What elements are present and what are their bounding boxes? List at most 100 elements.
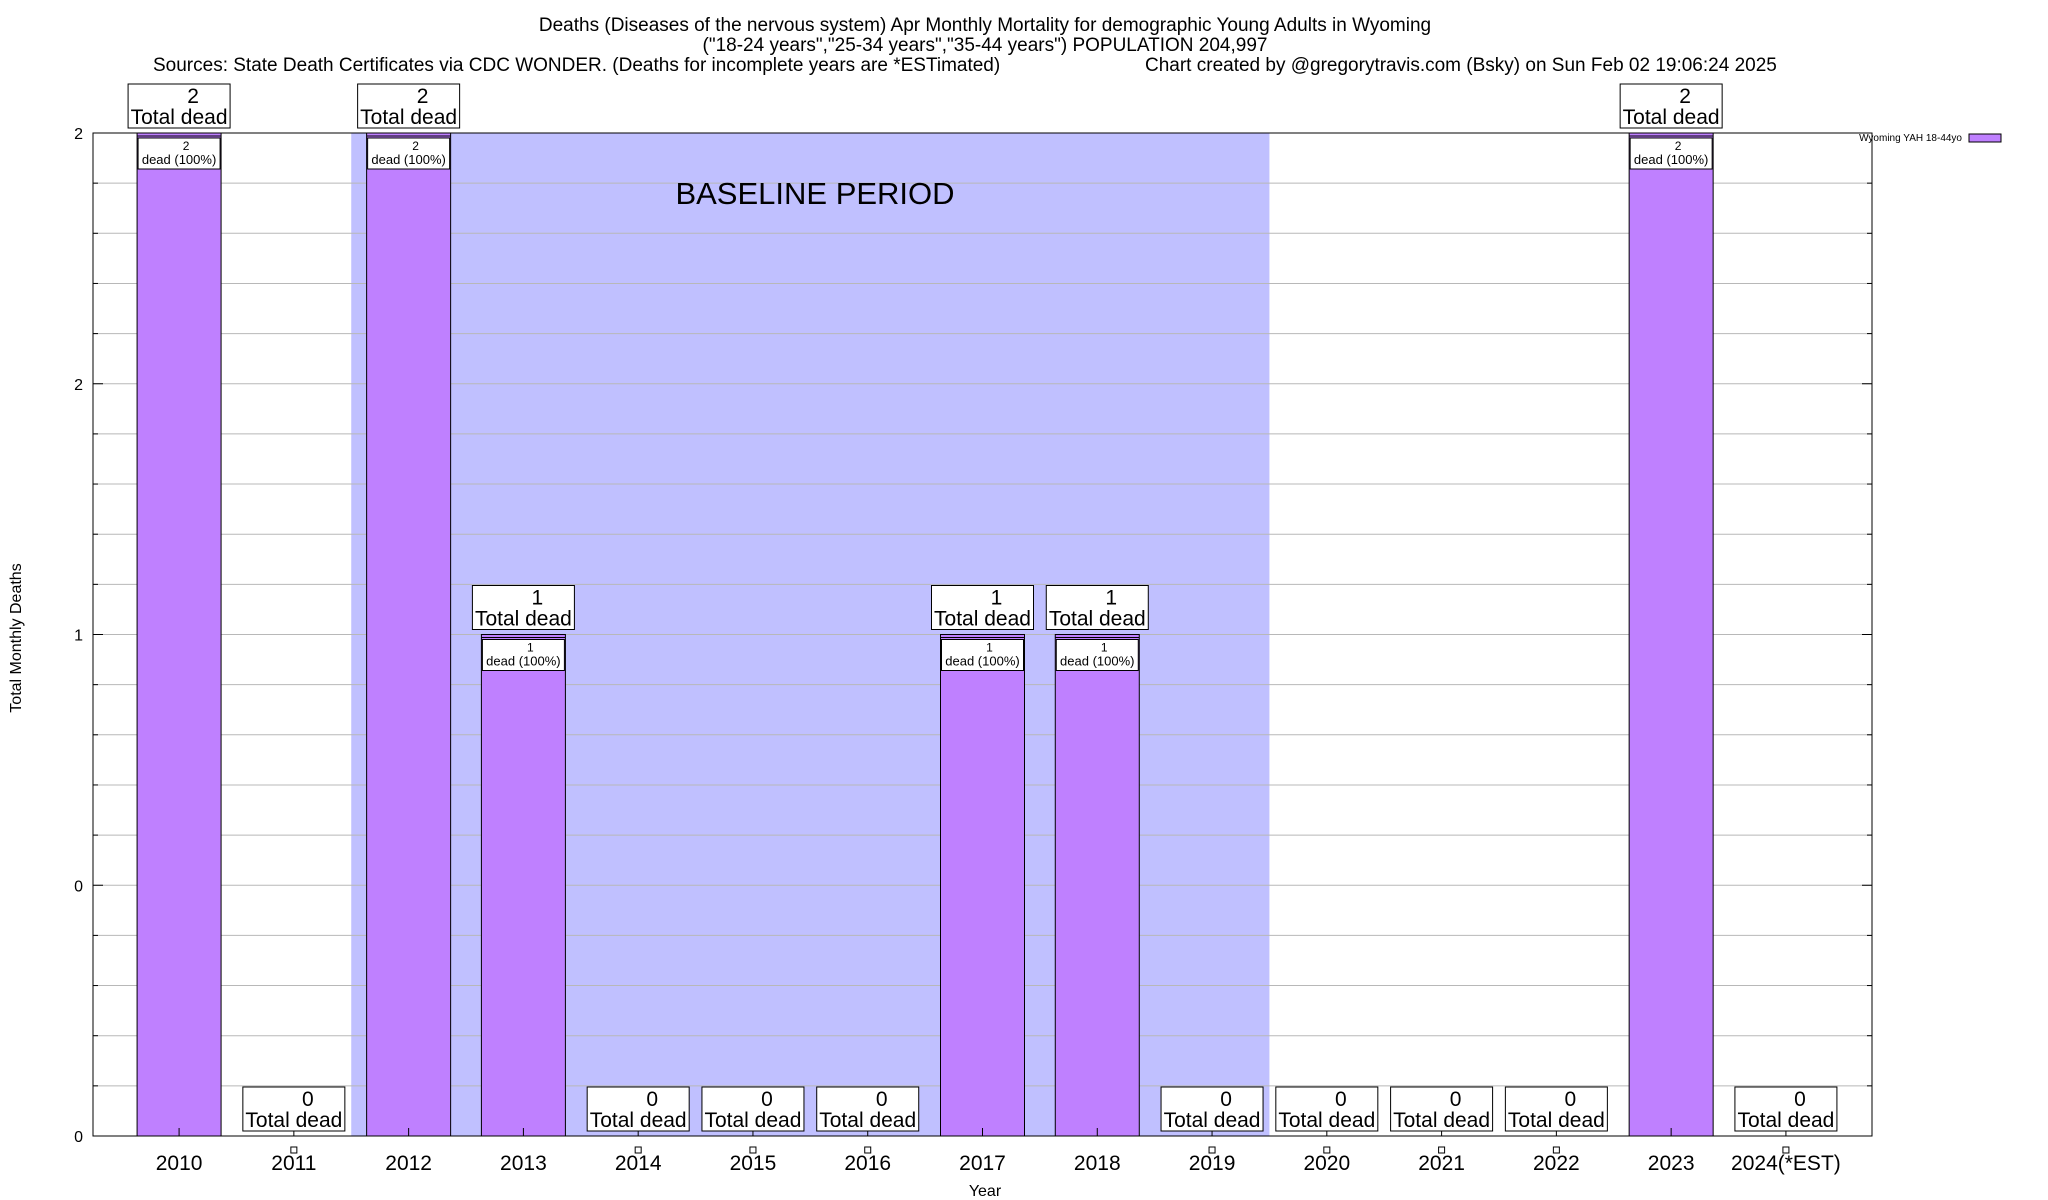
y-tick-label: 0: [74, 1129, 83, 1146]
total-value: 0: [1450, 1088, 1462, 1111]
total-label: Total dead: [1049, 608, 1146, 631]
y-tick-label: 0: [74, 878, 83, 895]
total-label: Total dead: [1737, 1109, 1834, 1132]
total-value: 1: [991, 587, 1003, 610]
total-label-box: [931, 585, 1034, 630]
y-tick-label: 2: [74, 126, 83, 143]
zero-marker: [1208, 1146, 1216, 1154]
y-axis: 0 0 1 2 2: [74, 126, 1872, 1146]
total-label: Total dead: [590, 1109, 687, 1132]
legend-label: Wyoming YAH 18-44yo: [1859, 133, 1962, 144]
total-value: 0: [646, 1088, 658, 1111]
total-value: 1: [1105, 587, 1117, 610]
total-value: 0: [1794, 1088, 1806, 1111]
total-label: Total dead: [475, 608, 572, 631]
total-label-box: [1160, 1086, 1264, 1132]
total-label: Total dead: [1164, 1109, 1261, 1132]
x-tick-label: 2013: [500, 1152, 547, 1175]
bar-inner-label-box: [481, 639, 565, 671]
bar: [366, 132, 452, 1137]
x-tick-label: 2017: [959, 1152, 1006, 1175]
bar: [940, 634, 1025, 1137]
x-tick-label: 2010: [156, 1152, 203, 1175]
total-label: Total dead: [245, 1109, 342, 1132]
total-value: 0: [1335, 1088, 1347, 1111]
zero-marker: [1438, 1146, 1446, 1154]
zero-marker: [1323, 1146, 1331, 1154]
total-value: 0: [302, 1088, 314, 1111]
total-label: Total dead: [1508, 1109, 1605, 1132]
total-label-box: [127, 83, 231, 129]
bar-inner-label-box: [1629, 137, 1713, 170]
total-label: Total dead: [1393, 1109, 1490, 1132]
x-axis: 2010 2011 2012 2013 2014 2015 2016 2017 2018 2019…: [156, 1128, 1841, 1175]
total-label: Total dead: [819, 1109, 916, 1132]
total-label: Total dead: [131, 106, 228, 129]
bar-inner-label: dead (100%): [945, 654, 1019, 669]
x-tick-label: 2024(*EST): [1731, 1152, 1841, 1175]
bar-inner-label-box: [1055, 639, 1139, 671]
total-label-box: [816, 1086, 920, 1132]
bar-inner-value: 2: [412, 139, 419, 153]
x-tick-label: 2020: [1303, 1152, 1350, 1175]
y-axis-title: Total Monthly Deaths: [8, 563, 25, 712]
x-tick-label: 2019: [1189, 1152, 1236, 1175]
credit-text: Chart created by @gregorytravis.com (Bsk…: [1145, 55, 1777, 76]
total-value: 0: [876, 1088, 888, 1111]
zero-marker: [1552, 1146, 1560, 1154]
x-tick-label: 2011: [271, 1152, 316, 1175]
bar: [136, 132, 222, 1137]
chart-title: Deaths (Diseases of the nervous system) …: [153, 15, 1777, 76]
x-tick-label: 2022: [1533, 1152, 1580, 1175]
bar: [480, 634, 566, 1137]
bars: [136, 132, 1790, 1154]
total-label: Total dead: [1278, 1109, 1375, 1132]
bar: [1628, 132, 1714, 1137]
bar-inner-label-box: [137, 137, 221, 170]
x-tick-label: 2015: [730, 1152, 777, 1175]
total-label-box: [1504, 1086, 1608, 1132]
zero-marker: [1782, 1146, 1790, 1154]
bar-inner-value: 1: [527, 641, 534, 655]
bar-inner-label: dead (100%): [142, 152, 216, 167]
total-value: 2: [417, 85, 429, 108]
x-tick-label: 2014: [615, 1152, 662, 1175]
x-tick-label: 2018: [1074, 1152, 1121, 1175]
total-value: 2: [1679, 85, 1691, 108]
total-label-box: [242, 1086, 346, 1132]
bar-inner-label: dead (100%): [371, 152, 445, 167]
total-label-box: [586, 1086, 690, 1132]
x-tick-label: 2021: [1418, 1152, 1465, 1175]
bar-inner-label: dead (100%): [1634, 152, 1708, 167]
total-label-box: [1045, 585, 1149, 630]
x-tick-label: 2012: [385, 1152, 432, 1175]
bar-inner-value: 1: [1101, 641, 1108, 655]
bar-inner-label: dead (100%): [486, 654, 560, 669]
total-label-box: [357, 83, 461, 129]
total-label-box: [1275, 1086, 1379, 1132]
total-value: 1: [532, 587, 544, 610]
total-label-box: [701, 1086, 805, 1132]
legend-swatch: [1968, 133, 2002, 143]
legend: Wyoming YAH 18-44yo: [1859, 133, 2002, 144]
total-value: 2: [187, 85, 199, 108]
x-tick-label: 2023: [1648, 1152, 1695, 1175]
bar-inner-value: 1: [986, 641, 993, 655]
total-label: Total dead: [1623, 106, 1720, 129]
title-line-2: ("18-24 years","25-34 years","35-44 year…: [703, 35, 1268, 56]
bar-inner-value: 2: [1675, 139, 1682, 153]
baseline-label: BASELINE PERIOD: [675, 176, 954, 211]
y-tick-label: 2: [74, 377, 83, 394]
total-label-box: [1734, 1086, 1838, 1132]
x-axis-title: Year: [969, 1183, 1002, 1200]
total-value: 0: [761, 1088, 773, 1111]
bar-inner-label: dead (100%): [1060, 654, 1134, 669]
total-label: Total dead: [704, 1109, 801, 1132]
y-tick-label: 1: [74, 628, 83, 645]
zero-marker: [634, 1146, 642, 1154]
zero-marker: [290, 1146, 298, 1154]
x-tick-label: 2016: [844, 1152, 891, 1175]
total-label-box: [1390, 1086, 1494, 1132]
